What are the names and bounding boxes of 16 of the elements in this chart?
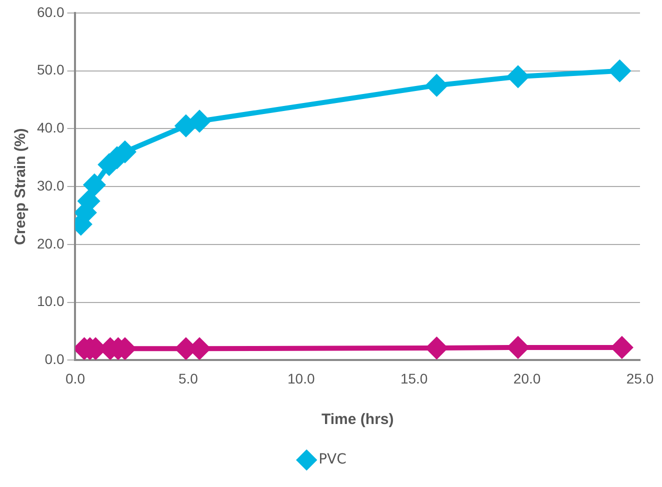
y-tick-label: 0.0 — [44, 351, 64, 368]
x-tick-label: 5.0 — [178, 370, 198, 386]
y-tick-label: 50.0 — [37, 62, 64, 78]
y-tick-label: 20.0 — [37, 235, 64, 252]
x-tick-label: 0.0 — [66, 370, 86, 386]
y-tick-label: 30.0 — [37, 177, 64, 194]
y-tick-label: 40.0 — [37, 120, 64, 136]
y-tick-label: 10.0 — [37, 293, 64, 310]
x-tick-label: 10.0 — [288, 370, 315, 386]
x-tick-label: 15.0 — [400, 370, 428, 386]
y-axis-title: Creep Strain (%) — [12, 128, 30, 245]
x-tick-label: 20.0 — [513, 370, 541, 386]
legend-label: PVC — [318, 452, 347, 468]
x-tick-label: 25.0 — [626, 370, 654, 386]
y-tick-label: 60.0 — [37, 4, 64, 20]
x-axis-title: Time (hrs) — [322, 411, 394, 428]
